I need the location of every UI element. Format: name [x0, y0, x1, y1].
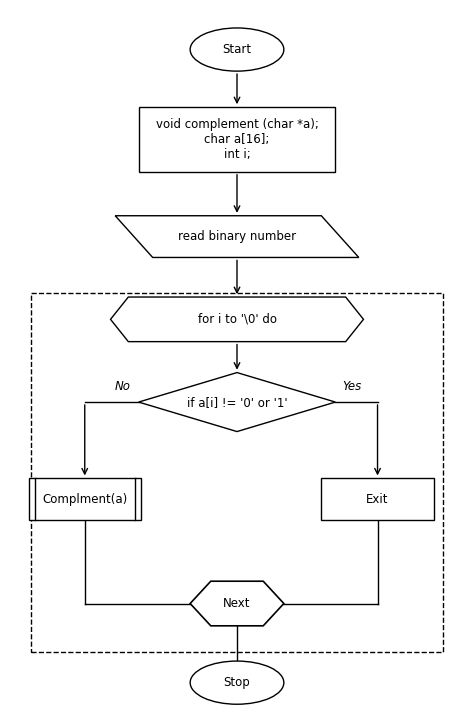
- Bar: [321, 478, 434, 520]
- Polygon shape: [190, 581, 284, 626]
- Text: Stop: Stop: [224, 676, 250, 689]
- Text: for i to '\0' do: for i to '\0' do: [198, 312, 276, 326]
- Ellipse shape: [190, 28, 284, 71]
- Bar: [138, 107, 336, 172]
- Text: Complment(a): Complment(a): [42, 493, 128, 506]
- Polygon shape: [110, 297, 364, 341]
- Bar: [31, 293, 443, 652]
- Polygon shape: [138, 373, 336, 431]
- Text: read binary number: read binary number: [178, 230, 296, 243]
- Text: No: No: [114, 381, 130, 394]
- Text: if a[i] != '0' or '1': if a[i] != '0' or '1': [187, 396, 287, 409]
- Text: Start: Start: [222, 43, 252, 56]
- Ellipse shape: [190, 661, 284, 704]
- Text: void complement (char *a);
char a[16];
int i;: void complement (char *a); char a[16]; i…: [155, 118, 319, 161]
- Bar: [28, 478, 141, 520]
- Text: Yes: Yes: [342, 381, 361, 394]
- Text: Next: Next: [223, 597, 251, 610]
- Text: Exit: Exit: [366, 493, 389, 506]
- Polygon shape: [115, 216, 359, 257]
